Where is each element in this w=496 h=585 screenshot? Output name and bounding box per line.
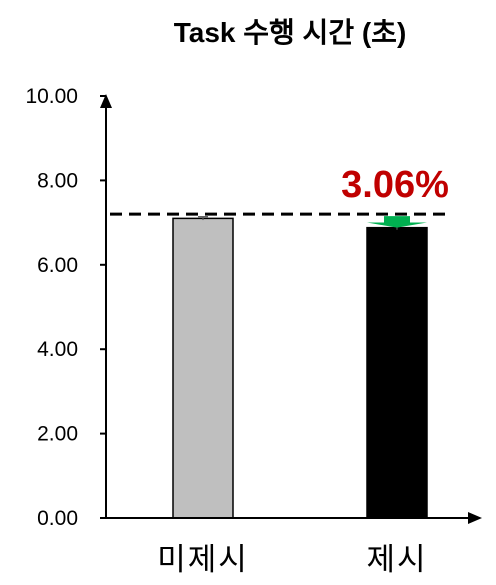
x-axis-arrow	[468, 512, 482, 524]
bar	[366, 226, 428, 519]
y-tick-label: 8.00	[37, 169, 78, 192]
y-tick-label: 4.00	[37, 338, 78, 361]
decrease-arrow-icon	[367, 216, 427, 228]
chart-title: Task 수행 시간 (초)	[174, 17, 407, 48]
category-label: 미제시	[157, 542, 249, 578]
y-tick-label: 6.00	[37, 254, 78, 277]
percent-change-label: 3.06%	[341, 164, 449, 206]
bar	[172, 217, 234, 519]
y-tick-label: 10.00	[25, 85, 78, 108]
plot-area: 0.00 2.00 4.00 6.00 8.00 10.00 미제시 제시	[25, 85, 482, 578]
y-axis-arrow	[100, 94, 112, 108]
y-tick-label: 2.00	[37, 423, 78, 446]
y-tick-label: 0.00	[37, 507, 78, 530]
category-label: 제시	[366, 542, 427, 578]
